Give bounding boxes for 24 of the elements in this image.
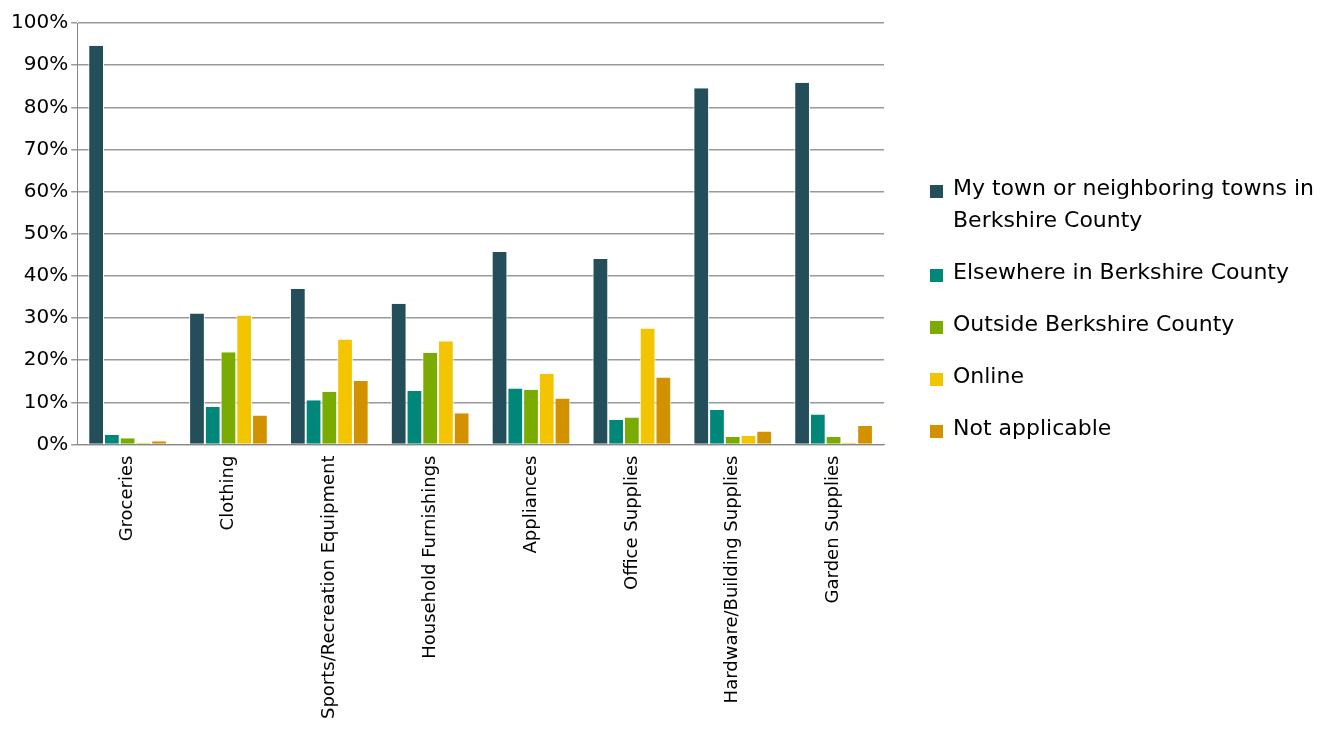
y-tick-label: 40% xyxy=(23,262,69,287)
x-tick-label: Appliances xyxy=(518,455,540,554)
y-tick-label: 10% xyxy=(23,388,69,413)
y-tick-label: 0% xyxy=(36,430,69,455)
x-tick-label: Office Supplies xyxy=(619,455,641,590)
y-tick-label: 20% xyxy=(23,346,69,371)
y-tick-label: 30% xyxy=(23,304,69,329)
x-tick-label: Sports/Recreation Equipment xyxy=(316,455,338,719)
legend-label: My town or neighboring towns in Berkshire County xyxy=(953,174,1316,234)
x-tick-label: Garden Supplies xyxy=(821,455,843,604)
legend-label: Online xyxy=(953,362,1024,390)
y-tick-label: 80% xyxy=(23,93,69,118)
x-tick-label: Hardware/Building Supplies xyxy=(720,455,742,704)
legend-label: Not applicable xyxy=(953,414,1112,442)
y-tick-label: 70% xyxy=(23,135,69,160)
x-tick-label: Clothing xyxy=(216,455,238,531)
y-tick-label: 60% xyxy=(23,177,69,202)
x-tick-label: Household Furnishings xyxy=(417,455,439,659)
x-tick-label: Groceries xyxy=(115,455,137,542)
y-tick-label: 50% xyxy=(23,219,69,244)
y-tick-label: 100% xyxy=(10,9,69,34)
y-tick-label: 90% xyxy=(23,51,69,76)
legend-label: Elsewhere in Berkshire County xyxy=(953,258,1289,286)
legend-label: Outside Berkshire County xyxy=(953,310,1235,338)
